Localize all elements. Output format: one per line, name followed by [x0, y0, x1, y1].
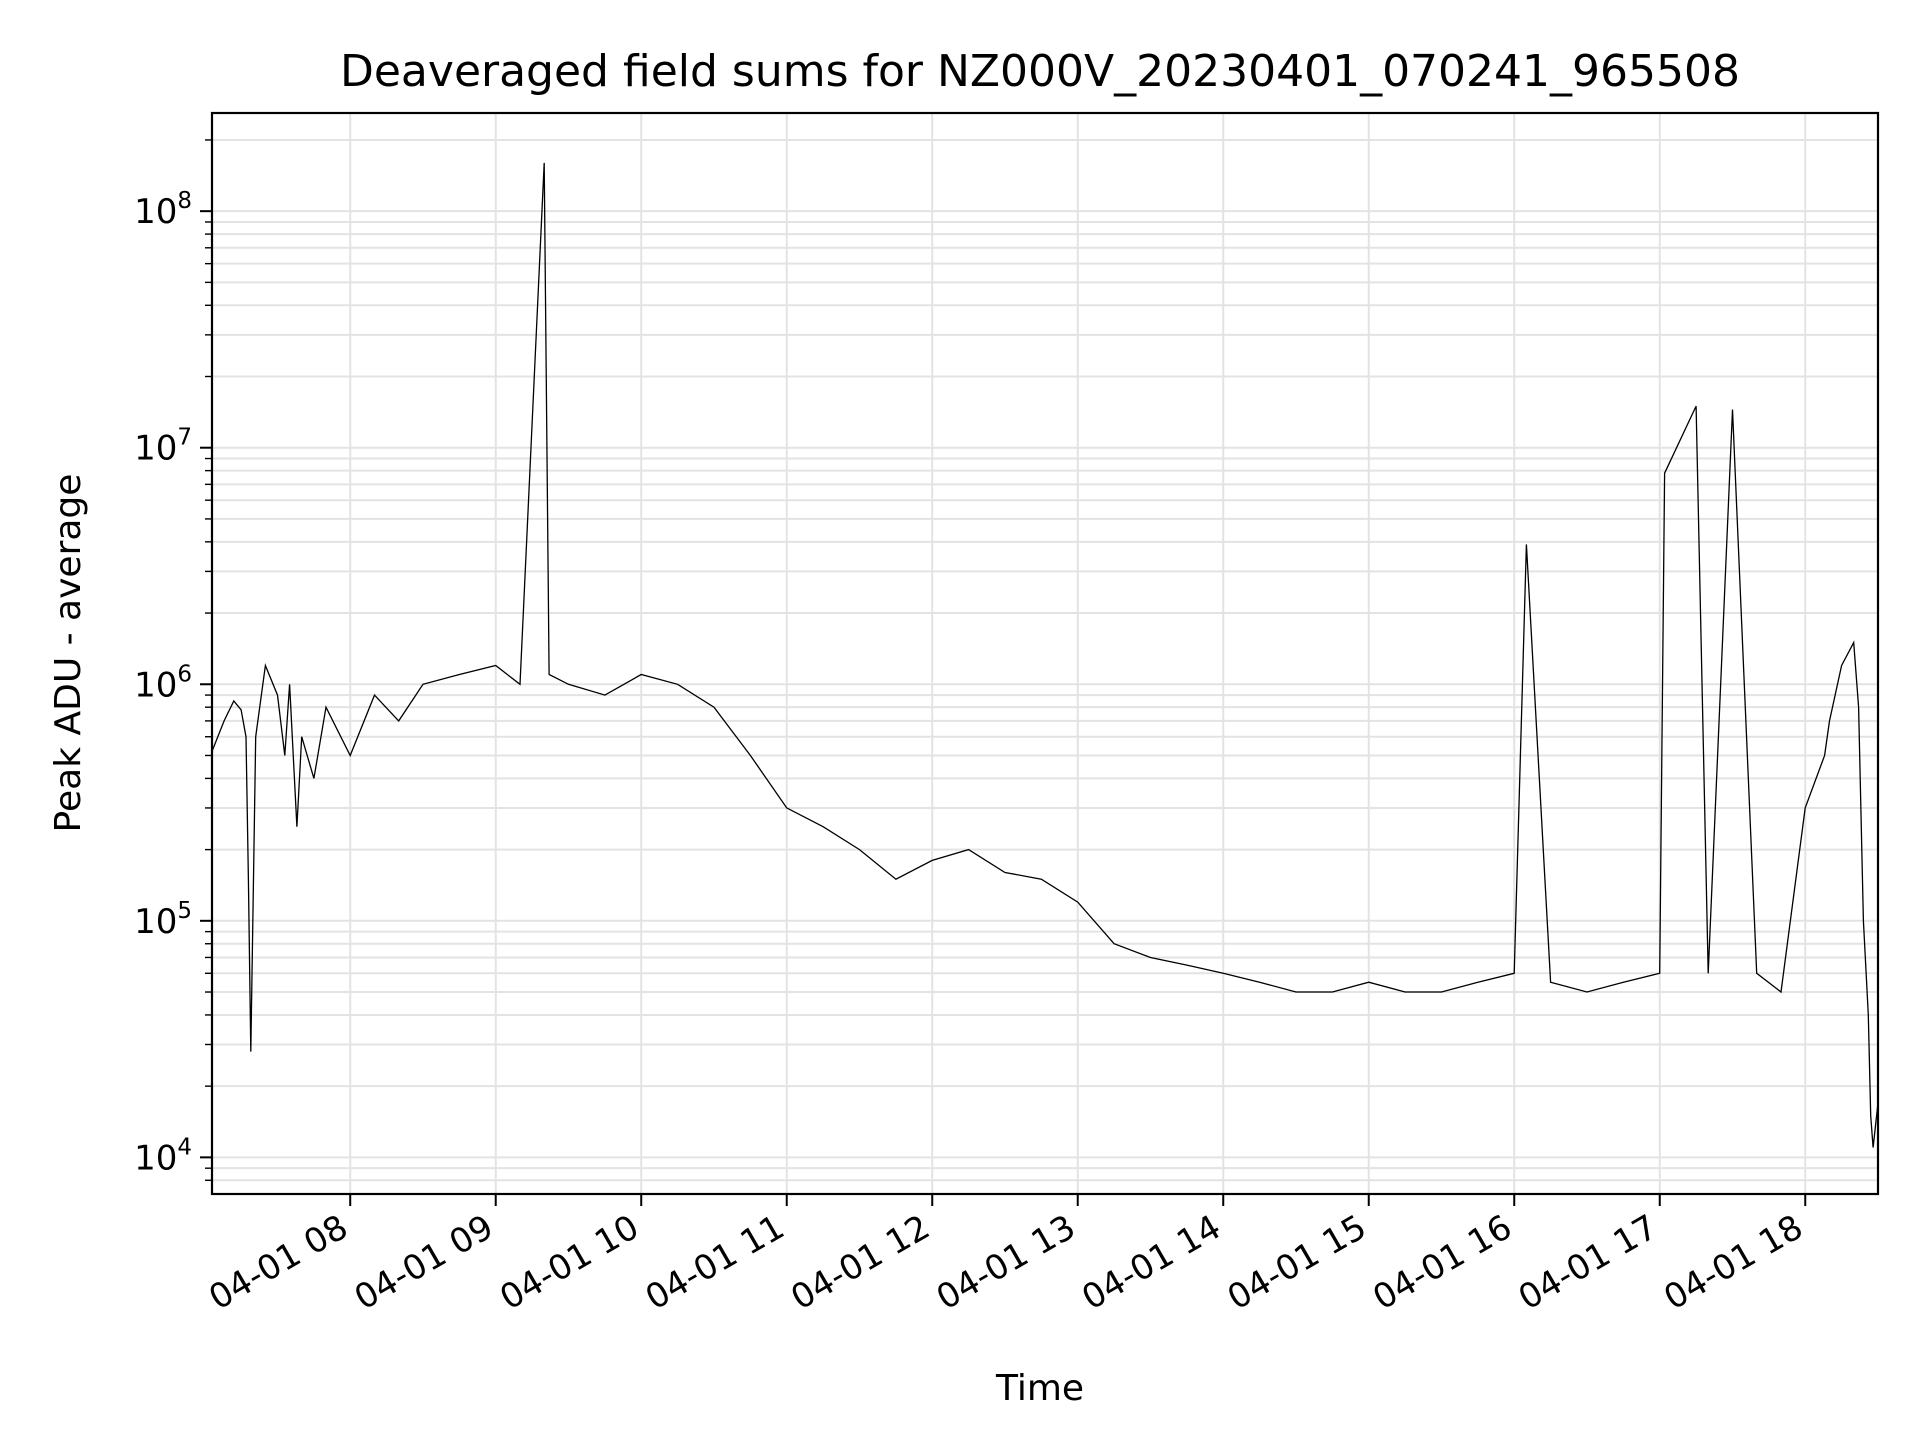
x-gridlines — [349, 113, 1807, 1194]
y-tick-exponent: 7 — [177, 425, 192, 451]
y-tick-label: 104 — [134, 1134, 192, 1178]
y-tick-exponent: 6 — [177, 661, 192, 687]
series-line — [211, 162, 1879, 1148]
y-tick-base: 10 — [134, 1138, 177, 1178]
x-axis-label: Time — [995, 1368, 1084, 1409]
y-tick-base: 10 — [134, 192, 177, 232]
chart-title: Deaveraged field sums for NZ000V_2023040… — [340, 46, 1740, 97]
y-tick-label: 105 — [134, 898, 192, 942]
plot-frame — [210, 111, 1880, 1196]
y-tick-base: 10 — [134, 902, 177, 942]
y-gridlines — [212, 138, 1878, 1182]
y-tick-exponent: 4 — [177, 1134, 192, 1160]
y-axis-label: Peak ADU - average — [48, 474, 89, 833]
y-tick-exponent: 8 — [177, 188, 192, 214]
y-tick-label: 107 — [134, 425, 192, 469]
y-tick-exponent: 5 — [177, 898, 192, 924]
y-tick-label: 108 — [134, 188, 192, 232]
y-tick-base: 10 — [134, 665, 177, 705]
plot-area — [211, 162, 1879, 1148]
y-tick-base: 10 — [134, 429, 177, 469]
y-tick-label: 106 — [134, 661, 192, 705]
